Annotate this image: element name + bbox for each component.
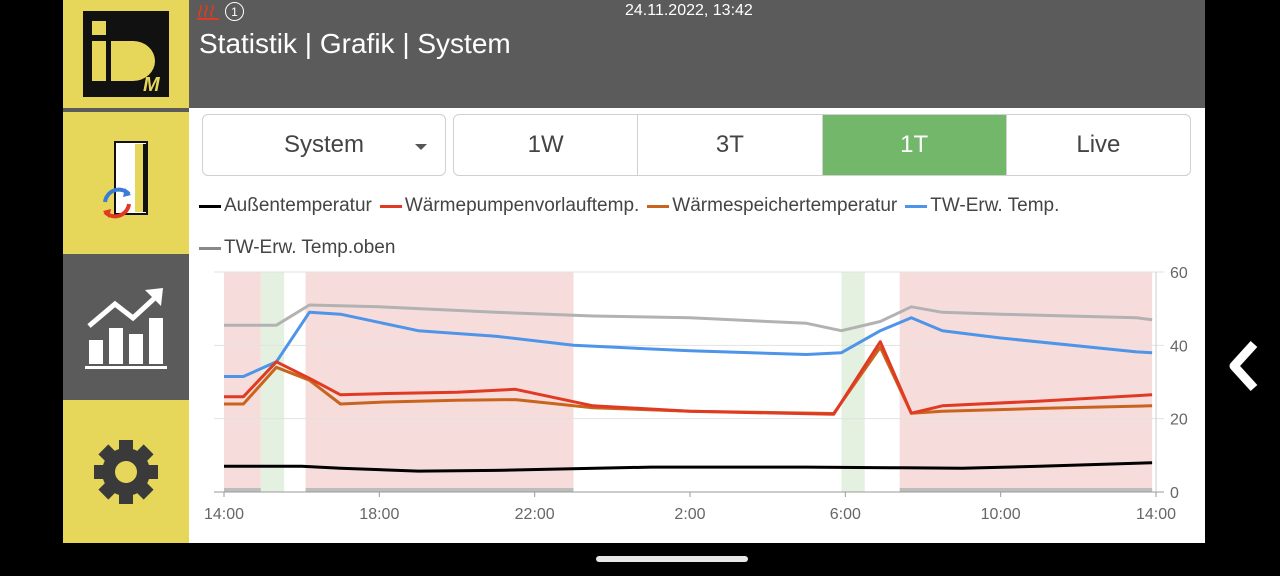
series-line-3 <box>224 345 1153 415</box>
x-tick-label: 14:00 <box>204 506 244 523</box>
idm-logo-icon: M <box>83 11 169 97</box>
legend-label: Außentemperatur <box>224 195 372 216</box>
gear-icon <box>94 439 158 504</box>
heating-band <box>224 272 261 492</box>
x-tick-label: 6:00 <box>830 506 861 523</box>
legend-swatch <box>379 204 402 208</box>
x-tick-label: 2:00 <box>674 506 705 523</box>
statistics-button[interactable] <box>63 258 189 396</box>
y-tick-label: 40 <box>1170 338 1188 355</box>
legend-label: TW-Erw. Temp. <box>930 195 1060 216</box>
temperature-chart: 0 20 40 60 14:00 18:00 22:00 2:00 6:00 10:00 14:00 <box>204 265 1188 523</box>
y-tick-label: 60 <box>1170 265 1188 282</box>
legend-item[interactable]: Wärmespeichertemperatur <box>647 194 897 218</box>
y-tick-label: 20 <box>1170 412 1188 429</box>
legend-item[interactable]: TW-Erw. Temp. <box>905 194 1059 218</box>
legend-swatch <box>199 246 221 250</box>
heating-band-marker <box>224 488 261 492</box>
select-value: System <box>283 131 364 158</box>
settings-button[interactable] <box>63 400 189 543</box>
legend-label: Wärmepumpenvorlauftemp. <box>404 195 640 216</box>
tab-1w[interactable]: 1W <box>454 115 639 175</box>
tab-3t[interactable]: 3T <box>638 115 823 175</box>
chart-trend-icon <box>85 288 167 369</box>
notification-badge[interactable]: 1 <box>225 2 244 21</box>
system-select[interactable]: System <box>202 114 446 176</box>
tab-1t[interactable]: 1T <box>822 115 1007 175</box>
series-line-5 <box>224 303 1153 333</box>
heating-icon <box>197 4 219 20</box>
x-tick-label: 10:00 <box>981 506 1021 523</box>
heat-pump-system-button[interactable] <box>63 112 189 254</box>
svg-text:M: M <box>143 74 161 96</box>
legend-item[interactable]: TW-Erw. Temp.oben <box>199 236 395 260</box>
chevron-left-icon <box>1229 340 1258 392</box>
header: 1 24.11.2022, 13:42 Statistik | Grafik |… <box>189 0 1205 108</box>
chart-legend: Außentemperatur Wärmepumpenvorlauftemp. … <box>199 194 1199 260</box>
legend-label: TW-Erw. Temp.oben <box>224 237 396 258</box>
idm-logo[interactable]: M <box>63 0 189 108</box>
chevron-down-icon <box>415 144 427 150</box>
legend-item[interactable]: Wärmepumpenvorlauftemp. <box>379 194 640 218</box>
back-button[interactable] <box>1222 338 1264 394</box>
datetime: 24.11.2022, 13:42 <box>625 2 753 19</box>
heating-band-marker <box>305 488 574 492</box>
legend-swatch <box>647 204 670 208</box>
heat-pump-icon <box>103 141 148 219</box>
green-band <box>260 272 285 492</box>
content-panel: System 1W 3T 1T Live Außentemperatur Wär… <box>189 108 1205 543</box>
page-title: Statistik | Grafik | System <box>199 28 511 59</box>
series-line-1 <box>224 461 1153 473</box>
status-bar: 1 <box>197 2 244 21</box>
legend-swatch <box>199 204 221 208</box>
y-tick-label: 0 <box>1170 485 1179 502</box>
series-line-4 <box>224 310 1153 378</box>
x-tick-label: 22:00 <box>515 506 555 523</box>
home-indicator[interactable] <box>596 556 748 562</box>
sidebar: M <box>63 0 189 543</box>
heating-band <box>899 272 1153 492</box>
tab-live[interactable]: Live <box>1076 131 1121 158</box>
x-tick-label: 18:00 <box>359 506 399 523</box>
legend-swatch <box>905 204 928 208</box>
series-line-2 <box>224 340 1153 416</box>
heating-band-marker <box>899 488 1153 492</box>
time-range-tabs: 1W 3T 1T Live <box>453 114 1191 176</box>
legend-label: Wärmespeichertemperatur <box>672 195 898 216</box>
app-window: M <box>63 0 1205 543</box>
x-tick-label: 14:00 <box>1136 506 1176 523</box>
legend-item[interactable]: Außentemperatur <box>199 194 372 218</box>
